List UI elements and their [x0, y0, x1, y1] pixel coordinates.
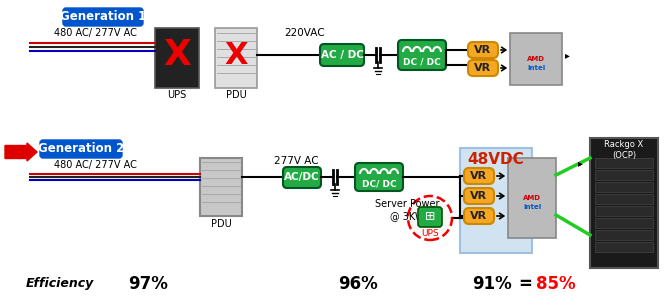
Text: Generation 1: Generation 1	[60, 10, 146, 24]
Text: intel: intel	[527, 65, 545, 71]
Bar	[215, 28, 257, 88]
Text: VR: VR	[470, 171, 488, 181]
Text: AC/DC: AC/DC	[284, 172, 320, 182]
Text: 480 AC/ 277V AC: 480 AC/ 277V AC	[53, 28, 136, 38]
Text: VR: VR	[474, 45, 492, 55]
Text: Server Power
@ 3KW: Server Power @ 3KW	[375, 199, 440, 221]
Text: AC / DC: AC / DC	[321, 50, 363, 60]
FancyBboxPatch shape	[63, 8, 143, 26]
Bar	[595, 182, 653, 192]
Bar	[595, 242, 653, 252]
Text: DC/ DC: DC/ DC	[361, 180, 396, 188]
Text: Rackgo X
(OCP): Rackgo X (OCP)	[605, 140, 644, 160]
Text: intel: intel	[523, 204, 541, 210]
Bar	[595, 206, 653, 216]
Bar	[595, 158, 653, 168]
Text: 85%: 85%	[536, 275, 576, 293]
FancyBboxPatch shape	[464, 208, 494, 224]
Text: UPS: UPS	[422, 229, 439, 237]
Text: AMD: AMD	[523, 195, 541, 201]
FancyBboxPatch shape	[355, 163, 403, 191]
Text: 220VAC: 220VAC	[285, 28, 325, 38]
FancyBboxPatch shape	[418, 207, 442, 227]
FancyBboxPatch shape	[320, 44, 364, 66]
Text: ▸: ▸	[578, 158, 582, 168]
Text: ⊞: ⊞	[425, 211, 436, 223]
Text: PDU: PDU	[226, 90, 246, 100]
FancyBboxPatch shape	[40, 140, 122, 158]
FancyArrow shape	[5, 143, 37, 161]
Text: 97%: 97%	[128, 275, 168, 293]
Bar	[508, 158, 556, 238]
Text: 91%: 91%	[472, 275, 512, 293]
Text: AMD: AMD	[527, 56, 545, 62]
Bar	[595, 230, 653, 240]
Text: ▸: ▸	[564, 50, 569, 60]
Bar	[460, 148, 532, 253]
Text: 48VDC: 48VDC	[468, 152, 524, 167]
FancyBboxPatch shape	[283, 167, 321, 188]
Bar	[590, 138, 658, 268]
Text: X: X	[163, 38, 191, 72]
Text: VR: VR	[470, 191, 488, 201]
Bar	[200, 158, 242, 216]
Circle shape	[408, 196, 452, 240]
Text: DC / DC: DC / DC	[403, 58, 441, 66]
Text: 277V AC: 277V AC	[274, 156, 319, 166]
Text: Generation 2: Generation 2	[38, 143, 124, 155]
FancyBboxPatch shape	[464, 168, 494, 184]
FancyBboxPatch shape	[398, 40, 446, 70]
Bar	[595, 194, 653, 204]
Text: PDU: PDU	[210, 219, 231, 229]
Text: VR: VR	[470, 211, 488, 221]
Text: X: X	[224, 40, 248, 69]
Text: UPS: UPS	[168, 90, 186, 100]
FancyBboxPatch shape	[468, 60, 498, 76]
Text: 96%: 96%	[338, 275, 378, 293]
Text: VR: VR	[474, 63, 492, 73]
Text: =: =	[518, 275, 532, 293]
Bar	[595, 218, 653, 228]
Bar	[510, 33, 562, 85]
FancyBboxPatch shape	[464, 188, 494, 204]
Text: 480 AC/ 277V AC: 480 AC/ 277V AC	[53, 160, 136, 170]
FancyBboxPatch shape	[468, 42, 498, 58]
Bar	[155, 28, 199, 88]
Text: Efficiency: Efficiency	[26, 278, 94, 290]
Bar	[595, 170, 653, 180]
